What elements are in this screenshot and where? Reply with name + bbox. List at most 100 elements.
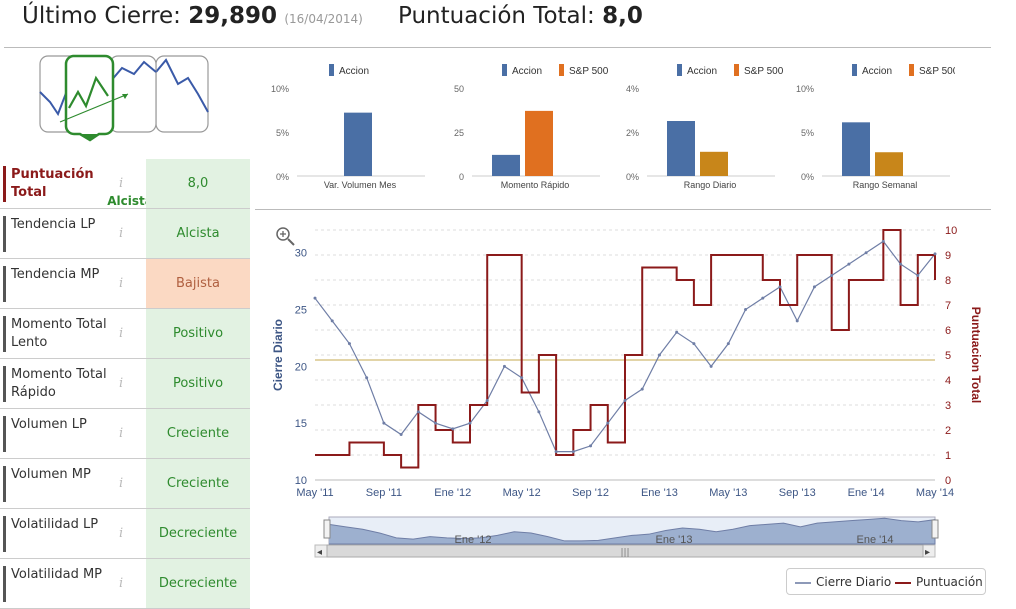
table-row: Volumen MP i Creciente bbox=[0, 459, 250, 509]
legend-label: S&P 500 bbox=[919, 66, 955, 77]
last-close-value: 29,890 bbox=[188, 3, 278, 29]
table-row: Tendencia MP i Bajista bbox=[0, 259, 250, 309]
mini-chart-3: Accion S&P 500 4% 2% 0% Rango Diario bbox=[626, 64, 784, 190]
y-tick-label: 25 bbox=[454, 128, 464, 138]
trend-label: Alcista bbox=[107, 194, 153, 208]
legend-swatch bbox=[559, 64, 564, 76]
x-tick-label: Ene '13 bbox=[641, 487, 678, 499]
y-tick-label: 5% bbox=[276, 128, 289, 138]
zoom-in-icon[interactable] bbox=[276, 227, 295, 246]
point-cierre bbox=[434, 421, 438, 425]
point-cierre bbox=[657, 353, 661, 357]
info-icon[interactable]: i bbox=[119, 176, 124, 191]
row-label: Puntuación Total bbox=[3, 166, 123, 202]
info-icon[interactable]: i bbox=[119, 576, 124, 591]
header: Último Cierre: 29,890 (16/04/2014) Puntu… bbox=[0, 0, 1016, 46]
y-tick-label: 10% bbox=[796, 84, 814, 94]
y-tick-label: 4% bbox=[626, 84, 639, 94]
row-label: Momento Total Lento bbox=[3, 316, 123, 352]
x-tick-label: May '13 bbox=[709, 487, 747, 499]
x-tick-label: May '12 bbox=[503, 487, 541, 499]
chevron-right-icon[interactable]: ▸ bbox=[925, 547, 930, 558]
x-tick-label: May '14 bbox=[916, 487, 954, 499]
last-close-label: Último Cierre: bbox=[22, 3, 181, 29]
point-cierre bbox=[313, 296, 317, 300]
point-cierre bbox=[847, 262, 851, 266]
info-icon[interactable]: i bbox=[119, 326, 124, 341]
navigator-series bbox=[328, 517, 936, 545]
x-tick-label: May '11 bbox=[296, 487, 333, 499]
point-cierre bbox=[692, 342, 696, 346]
y2-tick-label: 8 bbox=[945, 275, 951, 287]
scrollbar-thumb[interactable] bbox=[326, 544, 924, 558]
grip-icon[interactable]: ||| bbox=[620, 548, 629, 558]
zoom-circle bbox=[276, 227, 290, 241]
info-icon[interactable]: i bbox=[119, 376, 124, 391]
point-cierre bbox=[330, 319, 334, 323]
row-value: Positivo bbox=[146, 309, 250, 358]
row-value: Creciente bbox=[146, 459, 250, 508]
y2-tick-label: 3 bbox=[945, 400, 951, 412]
point-cierre bbox=[744, 308, 748, 312]
info-icon[interactable]: i bbox=[119, 476, 124, 491]
point-cierre bbox=[589, 444, 593, 448]
chevron-left-icon[interactable]: ◂ bbox=[317, 547, 322, 558]
point-cierre bbox=[347, 342, 351, 346]
info-icon[interactable]: i bbox=[119, 226, 124, 241]
x-tick-label: Sep '12 bbox=[572, 487, 609, 499]
scrollbar[interactable]: ◂ ▸ ||| bbox=[314, 544, 936, 558]
point-cierre bbox=[382, 421, 386, 425]
point-cierre bbox=[830, 273, 834, 277]
navigator[interactable]: Ene '12 Ene '13 Ene '14 bbox=[323, 516, 939, 546]
main-chart-legend[interactable]: Cierre Diario Puntuación bbox=[786, 568, 986, 595]
y2-tick-label: 5 bbox=[945, 350, 951, 362]
series-line-puntuacion bbox=[315, 229, 936, 469]
legend-item-cierre[interactable]: Cierre Diario bbox=[795, 575, 891, 589]
legend-swatch bbox=[677, 64, 682, 76]
point-cierre bbox=[881, 239, 885, 243]
y2-tick-label: 4 bbox=[945, 375, 951, 387]
point-cierre bbox=[916, 273, 920, 277]
charts-divider bbox=[255, 209, 991, 210]
bar-accion bbox=[344, 112, 372, 176]
mini-chart-1: Accion 10% 5% 0% Var. Volumen Mes bbox=[271, 64, 425, 190]
point-cierre bbox=[623, 398, 627, 402]
score-table: Puntuación Total i 8,0 Tendencia LP i Alcista… bbox=[0, 159, 250, 609]
legend-swatch bbox=[909, 64, 914, 76]
main-chart: 0 1 2 3 4 5 6 7 8 9 10 10 15 20 25 30 May '11 Sep '11 Ene … bbox=[255, 212, 985, 571]
point-cierre bbox=[795, 319, 799, 323]
point-cierre bbox=[468, 421, 472, 425]
info-icon[interactable]: i bbox=[119, 426, 124, 441]
category-label: Rango Diario bbox=[684, 180, 737, 190]
y2-tick-label: 0 bbox=[945, 475, 951, 487]
legend-item-puntuacion[interactable]: Puntuación bbox=[895, 575, 983, 589]
info-icon[interactable]: i bbox=[119, 526, 124, 541]
row-value: Decreciente bbox=[146, 509, 250, 558]
info-icon[interactable]: i bbox=[119, 276, 124, 291]
point-cierre bbox=[761, 296, 765, 300]
sideways-trend-icon[interactable] bbox=[155, 55, 209, 133]
total-score: Puntuación Total: 8,0 bbox=[398, 3, 643, 29]
table-row: Momento Total Lento i Positivo bbox=[0, 309, 250, 359]
legend-swatch-cierre bbox=[795, 581, 811, 584]
legend-label: S&P 500 bbox=[569, 66, 609, 77]
point-cierre bbox=[640, 387, 644, 391]
y2-axis-title: Puntuacion Total bbox=[969, 307, 983, 403]
point-cierre bbox=[416, 410, 420, 414]
up-trend-icon[interactable] bbox=[59, 54, 129, 142]
table-row: Puntuación Total i 8,0 bbox=[0, 159, 250, 209]
y-axis-title: Cierre Diario bbox=[271, 319, 285, 391]
y-tick-label: 30 bbox=[295, 248, 307, 260]
point-cierre bbox=[864, 251, 868, 255]
legend-label: Accion bbox=[862, 66, 892, 77]
bar-sp500 bbox=[525, 110, 553, 176]
y-tick-label: 5% bbox=[801, 128, 814, 138]
zoom-handle bbox=[287, 238, 295, 246]
x-tick-label: Sep '11 bbox=[366, 487, 402, 499]
navigator-handle-left[interactable] bbox=[323, 519, 331, 539]
trend-selector[interactable]: Alcista bbox=[38, 54, 210, 208]
y-tick-label: 20 bbox=[295, 361, 307, 373]
navigator-handle-right[interactable] bbox=[931, 519, 939, 539]
flat-trend-icon[interactable] bbox=[109, 55, 157, 133]
navigator-label: Ene '14 bbox=[857, 534, 894, 546]
